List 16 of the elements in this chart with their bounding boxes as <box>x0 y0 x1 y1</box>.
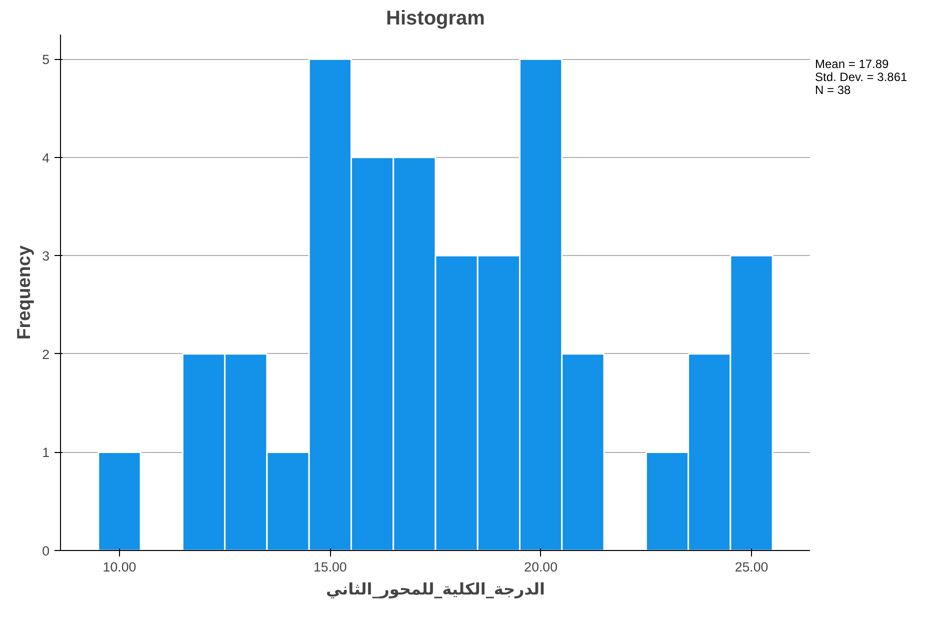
y-axis-title: Frequency <box>13 244 34 340</box>
x-tick-label: 25.00 <box>734 560 768 574</box>
y-tick-label: 0 <box>42 544 50 558</box>
x-tick-label: 20.00 <box>524 560 558 574</box>
text: Std. Dev. = 3.861 <box>815 70 908 84</box>
text: Mean = 17.89 <box>815 57 889 71</box>
x-tick-label: 10.00 <box>102 560 136 574</box>
x-axis-title: الدرجة_الكلية_للمحور_الثاني <box>326 580 546 598</box>
text: N = 38 <box>815 83 851 98</box>
x-tick-label: 15.00 <box>313 560 347 574</box>
y-tick-label: 3 <box>42 248 50 264</box>
y-tick-label: 4 <box>42 150 50 166</box>
chart-title: Histogram <box>386 8 485 30</box>
y-tick-label: 2 <box>42 346 50 362</box>
y-tick-label: 5 <box>42 52 50 68</box>
y-tick-label: 1 <box>42 445 50 460</box>
